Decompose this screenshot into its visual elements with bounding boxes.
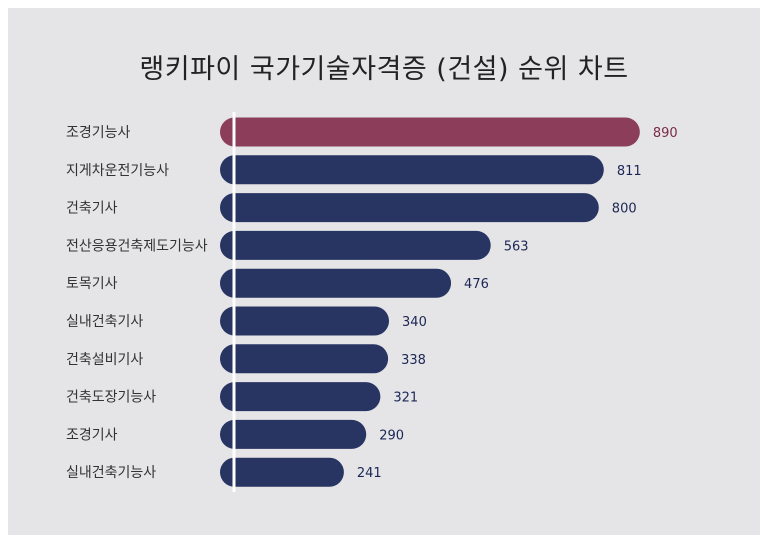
category-label: 조경기능사 — [66, 125, 131, 141]
value-label: 800 — [612, 202, 637, 217]
value-label: 321 — [393, 391, 418, 406]
category-label: 실내건축기능사 — [66, 465, 156, 481]
y-axis-line — [232, 112, 236, 492]
value-label: 563 — [504, 239, 529, 254]
bar-7 — [220, 344, 389, 374]
bar-3 — [220, 193, 599, 223]
bar-8 — [220, 382, 381, 412]
category-label: 건축설비기사 — [66, 352, 143, 368]
value-label: 241 — [357, 466, 382, 481]
bar-5 — [220, 268, 452, 298]
value-label: 338 — [401, 353, 426, 368]
bar-6 — [220, 306, 390, 336]
category-label: 지게차운전기능사 — [66, 163, 169, 179]
value-label: 811 — [617, 164, 642, 179]
value-label: 340 — [402, 315, 427, 330]
bar-1 — [220, 117, 640, 147]
value-label: 890 — [653, 126, 678, 141]
value-label: 290 — [379, 428, 404, 443]
category-label: 토목기사 — [66, 276, 118, 292]
bar-10 — [220, 457, 344, 487]
category-label: 건축도장기능사 — [66, 390, 156, 406]
category-label: 전산응용건축제도기능사 — [66, 238, 208, 254]
value-label: 476 — [464, 277, 489, 292]
category-label: 조경기사 — [66, 427, 118, 443]
bar-9 — [220, 419, 367, 449]
bar-4 — [220, 230, 491, 260]
category-label: 건축기사 — [66, 201, 118, 217]
chart-title: 랭키파이 국가기술자격증 (건설) 순위 차트 — [139, 54, 629, 85]
bar-2 — [220, 155, 604, 185]
category-label: 실내건축기사 — [66, 314, 143, 330]
